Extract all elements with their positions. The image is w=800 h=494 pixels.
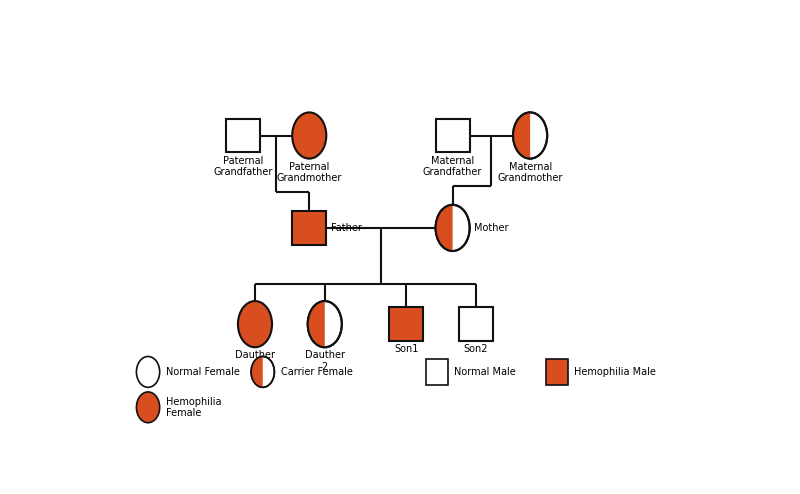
Polygon shape: [513, 113, 530, 159]
Ellipse shape: [292, 113, 326, 159]
Polygon shape: [251, 357, 262, 387]
Text: Mother: Mother: [474, 223, 509, 233]
Text: Carrier Female: Carrier Female: [281, 367, 353, 377]
Text: Father: Father: [331, 223, 362, 233]
Text: Dauther
2: Dauther 2: [305, 350, 345, 372]
Text: Son1: Son1: [394, 344, 418, 354]
Text: Hemophilia
Female: Hemophilia Female: [166, 397, 222, 418]
FancyBboxPatch shape: [435, 119, 470, 153]
FancyBboxPatch shape: [389, 307, 423, 341]
FancyBboxPatch shape: [426, 359, 448, 385]
Text: Normal Male: Normal Male: [454, 367, 516, 377]
Ellipse shape: [238, 301, 272, 347]
FancyBboxPatch shape: [459, 307, 493, 341]
Text: Maternal
Grandfather: Maternal Grandfather: [423, 156, 482, 177]
Text: Normal Female: Normal Female: [166, 367, 240, 377]
Text: Hemophilia Male: Hemophilia Male: [574, 367, 656, 377]
Ellipse shape: [435, 205, 470, 251]
Text: Son2: Son2: [464, 344, 488, 354]
Text: Maternal
Grandmother: Maternal Grandmother: [498, 162, 563, 183]
Text: Paternal
Grandmother: Paternal Grandmother: [277, 162, 342, 183]
Polygon shape: [308, 301, 325, 347]
Text: Dauther
1: Dauther 1: [235, 350, 275, 372]
Ellipse shape: [308, 301, 342, 347]
Ellipse shape: [251, 357, 274, 387]
Ellipse shape: [137, 357, 160, 387]
FancyBboxPatch shape: [546, 359, 568, 385]
Text: Paternal
Grandfather: Paternal Grandfather: [214, 156, 273, 177]
FancyBboxPatch shape: [292, 211, 326, 245]
Ellipse shape: [137, 392, 160, 423]
FancyBboxPatch shape: [226, 119, 261, 153]
Ellipse shape: [513, 113, 547, 159]
Polygon shape: [435, 205, 453, 251]
